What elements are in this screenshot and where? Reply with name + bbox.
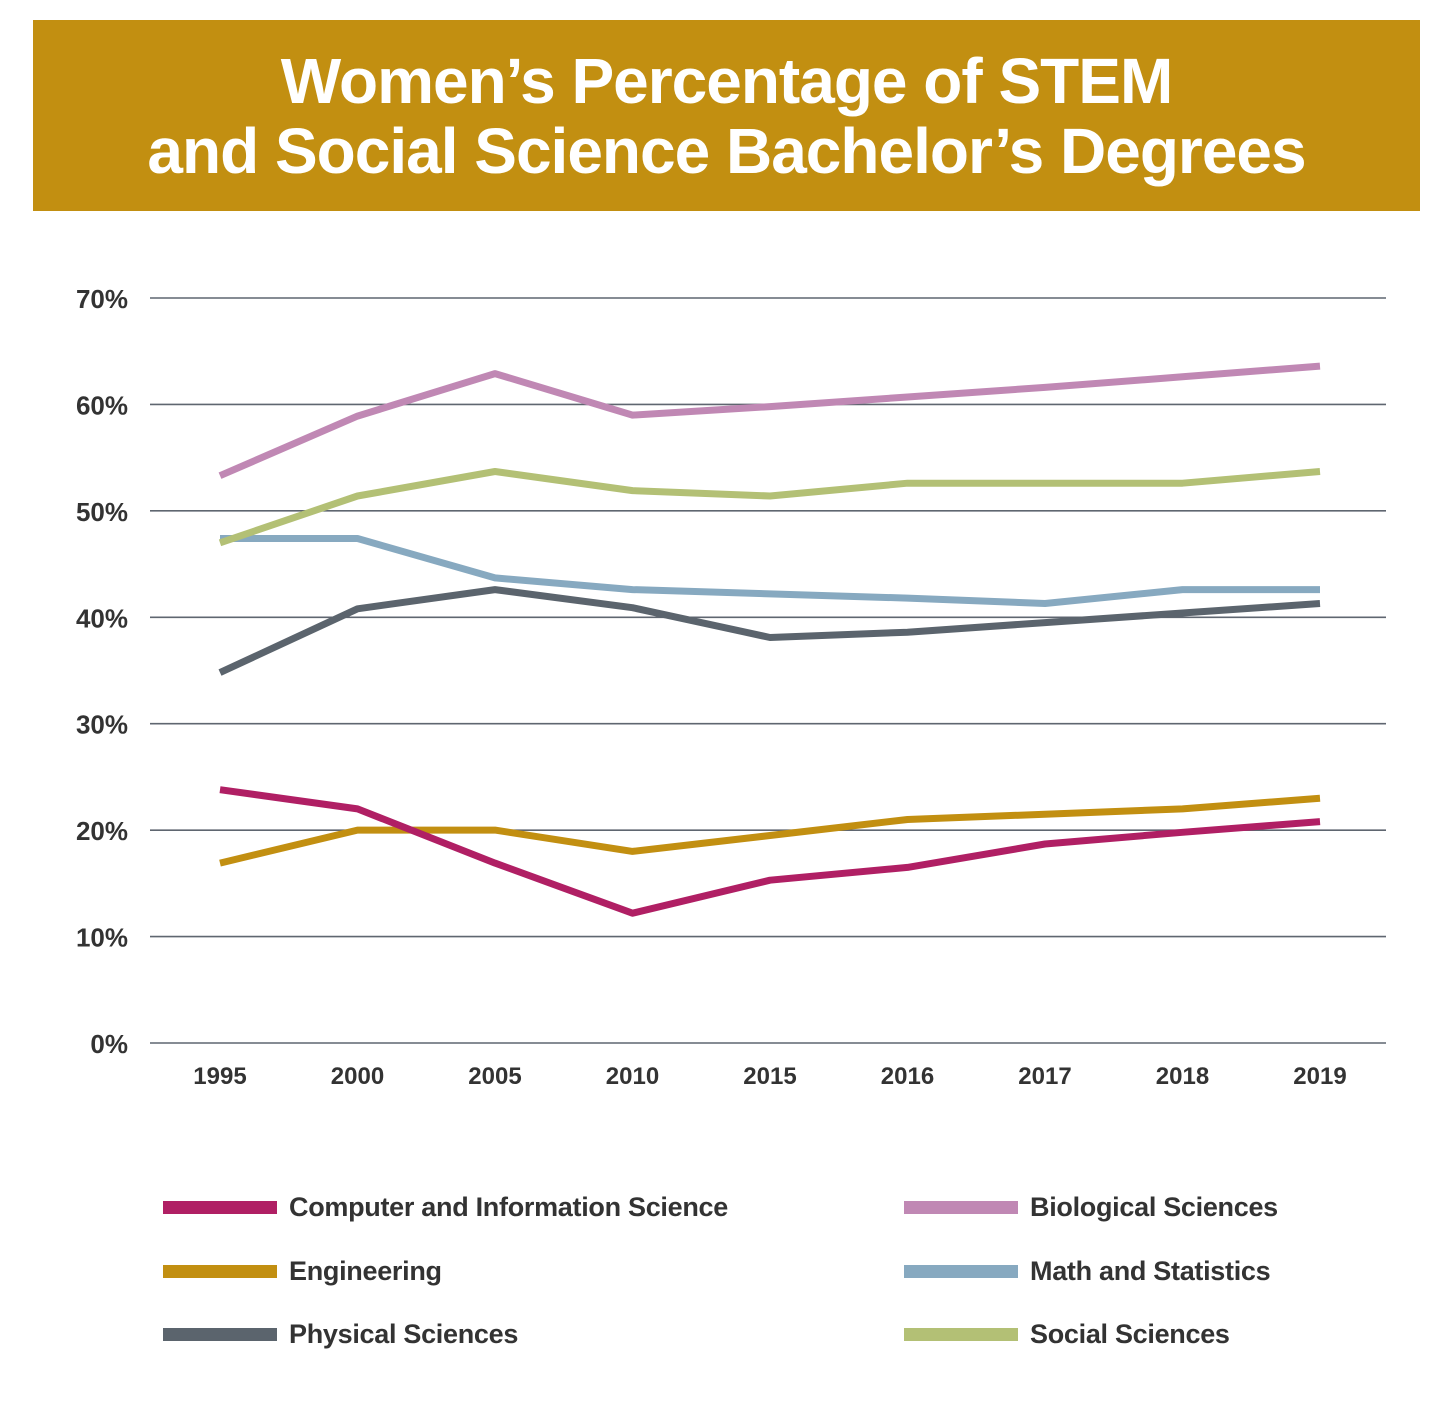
legend-item-computer-information-science: Computer and Information Science — [163, 1187, 728, 1227]
legend-swatch — [163, 1200, 277, 1214]
series-line-biological-sciences — [218, 362, 1321, 479]
legend-label: Social Sciences — [1030, 1318, 1230, 1349]
x-tick-label: 2015 — [743, 1063, 796, 1090]
legend-label: Computer and Information Science — [289, 1191, 728, 1222]
y-tick-label: 70% — [76, 284, 128, 314]
chart-title-line-1: Women’s Percentage of STEM — [280, 44, 1174, 117]
legend-swatch — [904, 1327, 1018, 1341]
legend-item-biological-sciences: Biological Sciences — [904, 1187, 1278, 1227]
x-axis-ticks: 1995 2000 2005 2010 2015 2016 2017 2018 2019 — [193, 1063, 1346, 1090]
legend-item-math-statistics: Math and Statistics — [904, 1251, 1271, 1291]
x-tick-label: 2016 — [881, 1063, 934, 1090]
x-tick-label: 2000 — [331, 1063, 384, 1090]
series-lines — [218, 362, 1321, 917]
chart-title-line-2: and Social Science Bachelor’s Degrees — [147, 114, 1306, 187]
legend-swatch — [904, 1264, 1018, 1278]
series-line-physical-sciences — [218, 586, 1321, 676]
y-tick-label: 0% — [90, 1029, 128, 1059]
x-tick-label: 2005 — [468, 1063, 521, 1090]
y-tick-label: 10% — [76, 923, 128, 953]
x-tick-label: 2018 — [1156, 1063, 1209, 1090]
series-line-math-and-statistics — [220, 535, 1320, 607]
legend-label: Engineering — [289, 1255, 442, 1286]
y-tick-label: 50% — [76, 497, 128, 527]
legend-item-engineering: Engineering — [163, 1251, 442, 1291]
legend-item-physical-sciences: Physical Sciences — [163, 1314, 518, 1354]
legend-swatch — [163, 1264, 277, 1278]
legend-item-social-sciences: Social Sciences — [904, 1314, 1230, 1354]
x-tick-label: 2017 — [1018, 1063, 1071, 1090]
y-tick-label: 30% — [76, 710, 128, 740]
x-tick-label: 2019 — [1293, 1063, 1346, 1090]
line-chart: 0% 10% 20% 30% 40% 50% 60% 70% 1995 2000 2005 2010… — [76, 284, 1386, 1090]
title-banner: Women’s Percentage of STEM and Social Sc… — [33, 20, 1420, 211]
x-tick-label: 1995 — [193, 1063, 246, 1090]
y-tick-label: 20% — [76, 816, 128, 846]
legend-swatch — [163, 1327, 277, 1341]
y-tick-label: 40% — [76, 603, 128, 633]
series-line-social-sciences — [218, 468, 1321, 547]
legend-swatch — [904, 1200, 1018, 1214]
legend-label: Biological Sciences — [1030, 1191, 1278, 1222]
y-tick-label: 60% — [76, 390, 128, 420]
legend-label: Physical Sciences — [289, 1318, 519, 1349]
legend-label: Math and Statistics — [1030, 1255, 1271, 1286]
y-axis-ticks: 0% 10% 20% 30% 40% 50% 60% 70% — [76, 284, 128, 1059]
series-line-computer-and-information-science — [219, 786, 1321, 917]
x-tick-label: 2010 — [606, 1063, 659, 1090]
